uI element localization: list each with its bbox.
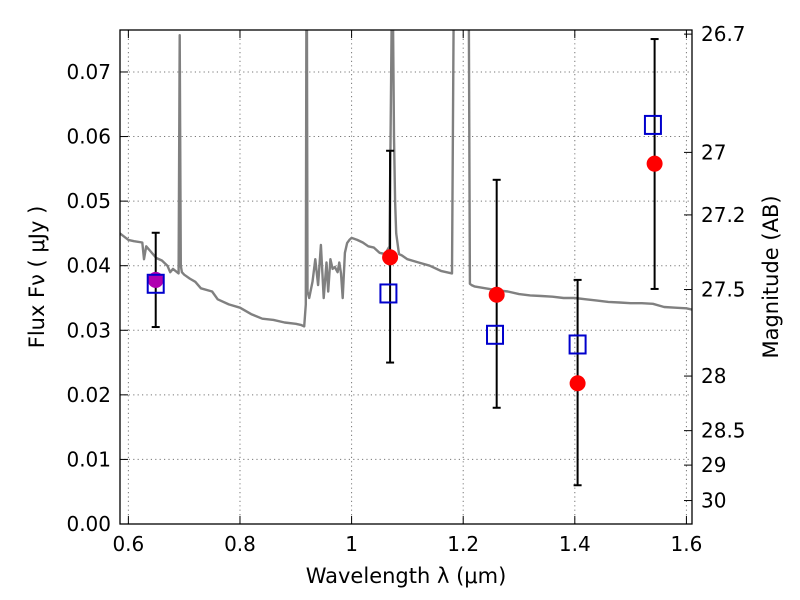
magnitude-tick-labels: 26.7 27 27.2 27.5 28 28.5 29 30 (701, 22, 746, 512)
y-tick-label: 0.07 (66, 60, 111, 84)
x-tick-labels: 0.6 0.8 1 1.2 1.4 1.6 (112, 532, 702, 556)
y-tick-label: 0.00 (66, 512, 111, 536)
x-tick-label: 1.6 (671, 532, 703, 556)
observed-point (382, 249, 399, 266)
model-photometry-point (486, 324, 505, 345)
magnitude-tick-label: 26.7 (701, 22, 746, 46)
magnitude-tick-label: 30 (701, 489, 726, 513)
model-spectrum-line (120, 30, 692, 328)
x-tick-label: 1.4 (559, 532, 591, 556)
magnitude-tick-label: 28 (701, 364, 726, 388)
y-tick-label: 0.02 (66, 383, 111, 407)
magnitude-tick-label: 27.5 (701, 278, 746, 302)
y-tick-labels: 0.00 0.01 0.02 0.03 0.04 0.05 0.06 0.07 (66, 60, 111, 536)
magnitude-tick-label: 27.2 (701, 203, 746, 227)
plot-frame (119, 29, 693, 525)
right-axis-label: Magnitude (AB) (759, 195, 783, 358)
model-photometry-point (146, 273, 165, 294)
y-tick-label: 0.04 (66, 254, 111, 278)
y-tick-label: 0.06 (66, 125, 111, 149)
model-photometry-point (643, 114, 662, 135)
y-tick-label: 0.05 (66, 189, 111, 213)
x-tick-label: 0.8 (224, 532, 256, 556)
model-photometry-points (146, 114, 662, 355)
observed-point (488, 286, 505, 303)
observed-point (569, 375, 586, 392)
magnitude-tick-label: 27 (701, 140, 726, 164)
y-tick-label: 0.03 (66, 318, 111, 342)
x-tick-label: 0.6 (112, 532, 144, 556)
y-axis-label: Flux Fν ( μJy ) (25, 206, 49, 349)
observed-point (646, 155, 663, 172)
magnitude-tick-label: 28.5 (701, 419, 746, 443)
x-axis-label: Wavelength λ (μm) (306, 564, 507, 588)
y-tick-label: 0.01 (66, 447, 111, 471)
x-tick-label: 1.2 (447, 532, 479, 556)
model-photometry-point (379, 283, 398, 304)
x-tick-label: 1 (345, 532, 358, 556)
axis-ticks (120, 30, 692, 525)
model-photometry-point (568, 334, 587, 355)
magnitude-tick-label: 29 (701, 453, 726, 477)
observed-points (147, 155, 663, 392)
